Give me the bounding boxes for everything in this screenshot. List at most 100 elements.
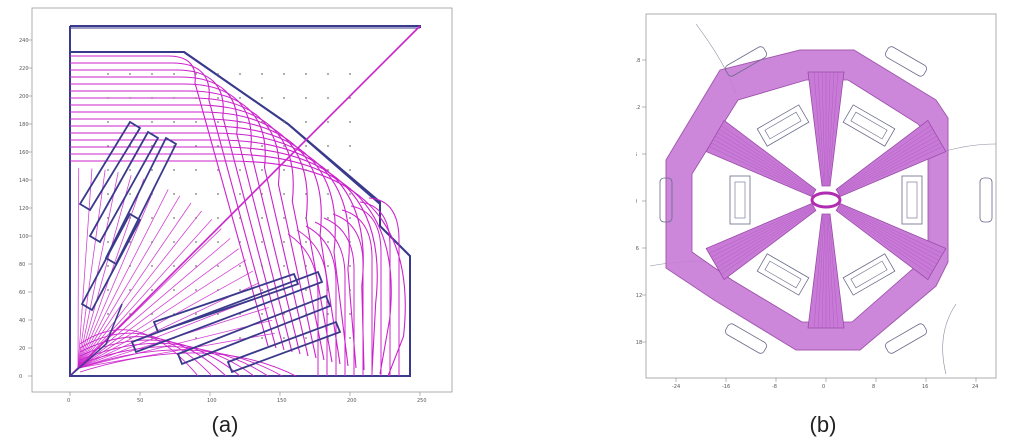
coil (756, 104, 810, 147)
coil-inner-rect (756, 253, 810, 296)
outer-coil-rect (885, 323, 927, 354)
outer-coil-rect (979, 177, 993, 223)
flux-hatch (836, 208, 933, 272)
grid-dot (151, 121, 153, 123)
grid-dot (327, 73, 329, 75)
field-line-lower (359, 201, 391, 376)
flux-hatch (838, 205, 939, 261)
grid-dot (195, 73, 197, 75)
flux-hatch (719, 128, 816, 192)
coil-core-rect (734, 181, 746, 219)
flux-hatch (828, 71, 839, 187)
flux-hatch (709, 204, 813, 254)
grid-dot (327, 265, 329, 267)
grid-dot (283, 193, 285, 195)
grid-dot (349, 73, 351, 75)
grid-dot (327, 217, 329, 219)
grid-dot (173, 241, 175, 243)
grid-dot (283, 265, 285, 267)
grid-dot (327, 121, 329, 123)
outer-coil (725, 46, 767, 77)
x-tick-label: 250 (417, 398, 427, 404)
grid-dot (261, 145, 263, 147)
grid-dot (173, 121, 175, 123)
coil-inner-rect (901, 175, 923, 225)
y-tick-label: 0 (636, 199, 637, 205)
y-tick-label: 160 (19, 150, 29, 156)
y-tick-label: 100 (19, 234, 29, 240)
y-tick-label: 120 (19, 206, 29, 212)
grid-dot (217, 241, 219, 243)
fan-line (77, 175, 132, 369)
grid-dot (239, 73, 241, 75)
grid-dot (305, 145, 307, 147)
outer-contour (942, 303, 957, 375)
flux-hatch (828, 213, 839, 329)
field-line-lower-left (79, 329, 199, 377)
outer-coil-rect (725, 323, 767, 354)
coils (659, 46, 993, 354)
flux-hatch (713, 139, 814, 195)
grid-dot (305, 73, 307, 75)
x-tick-label: 24 (972, 384, 978, 390)
outer-coil (885, 46, 927, 77)
field-line-lower (287, 233, 319, 376)
y-tick-label: 140 (19, 178, 29, 184)
grid-dot (239, 337, 241, 339)
pole-tip (705, 203, 817, 281)
y-tick-label: 60 (19, 290, 25, 296)
grid-dot (107, 73, 109, 75)
pole-tip (835, 119, 947, 197)
grid-dot (261, 265, 263, 267)
fan-line (77, 259, 247, 369)
flux-hatch (826, 71, 831, 187)
grid-dot (151, 97, 153, 99)
outer-coil (725, 323, 767, 354)
grid-dot (195, 337, 197, 339)
flux-hatch (721, 209, 816, 275)
coil (901, 175, 923, 225)
field-line (70, 76, 293, 353)
field-line (70, 55, 269, 347)
x-tick-label: 16 (922, 384, 928, 390)
grid-dot (349, 121, 351, 123)
grid-dot (173, 289, 175, 291)
flux-hatch (721, 125, 816, 191)
field-line-lower (332, 213, 364, 376)
outer-coil (979, 177, 993, 223)
coil (842, 253, 896, 296)
grid-dot (129, 73, 131, 75)
flux-hatch (715, 135, 815, 194)
x-tick-label: -16 (722, 384, 730, 390)
fan-line (77, 169, 106, 369)
grid-dot (349, 313, 351, 315)
grid-dot (239, 289, 241, 291)
grid-dot (129, 193, 131, 195)
grid-dot (107, 217, 109, 219)
field-line-lower-left (79, 352, 297, 377)
fan-line (77, 294, 265, 369)
pole-tips (705, 71, 947, 329)
grid-dot (217, 169, 219, 171)
grid-dot (151, 217, 153, 219)
y-tick-label: -6 (636, 246, 639, 252)
grid-dot (327, 193, 329, 195)
grid-dot (129, 169, 131, 171)
grid-dot (195, 169, 197, 171)
flux-hatch (827, 213, 835, 329)
grid-dot (173, 97, 175, 99)
field-line-lower (368, 197, 400, 376)
grid-dot (129, 289, 131, 291)
fan-line (77, 228, 222, 369)
grid-dot (283, 145, 285, 147)
grid-dot (107, 97, 109, 99)
grid-dot (261, 289, 263, 291)
flux-hatch (839, 142, 941, 195)
grid-dot (239, 241, 241, 243)
pole-tip (705, 119, 817, 197)
grid-dot (107, 145, 109, 147)
x-tick-label: -24 (672, 384, 680, 390)
grid-dot (261, 313, 263, 315)
fan-line (77, 167, 80, 369)
grid-dot (283, 241, 285, 243)
